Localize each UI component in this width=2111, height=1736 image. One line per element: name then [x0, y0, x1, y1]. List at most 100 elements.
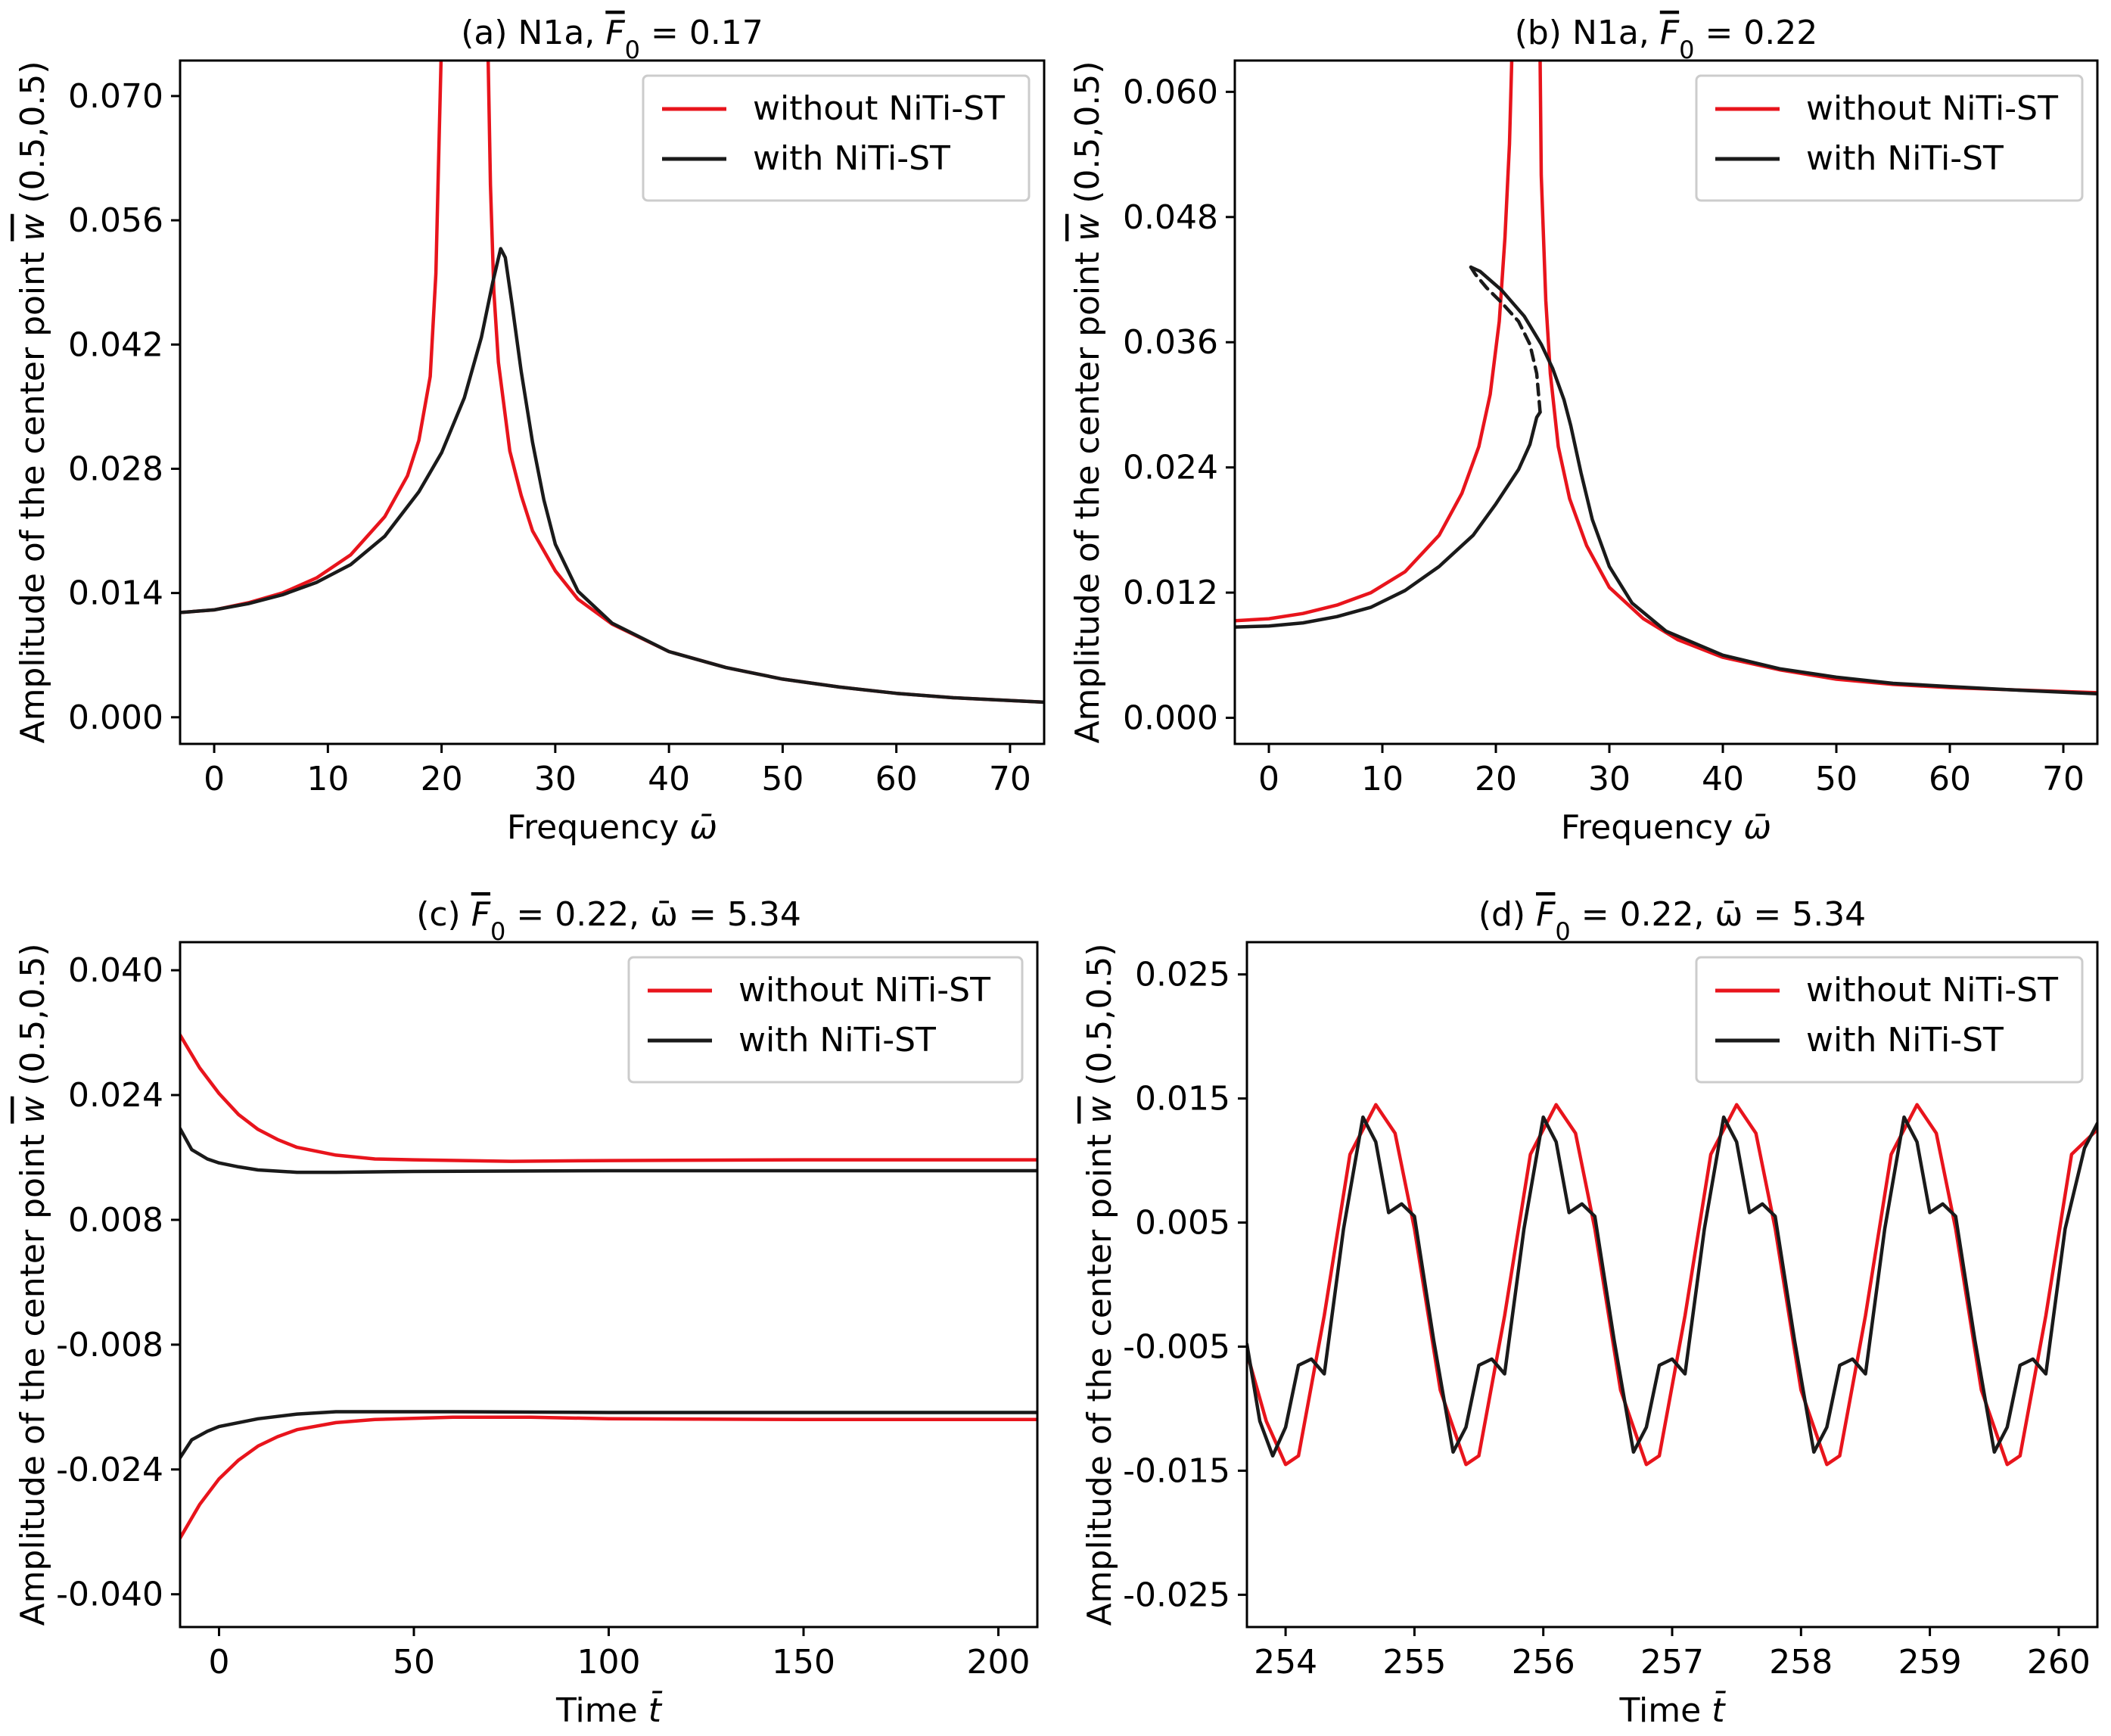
- title-sub: 0: [1679, 36, 1694, 64]
- plot-area: [180, 1033, 1037, 1540]
- y-tick-label: 0.008: [68, 1201, 163, 1240]
- x-tick-label: 260: [2027, 1643, 2091, 1682]
- legend-label-with: with NiTi-ST: [738, 1021, 936, 1059]
- x-tick-label: 255: [1382, 1643, 1446, 1682]
- series-line-with-2: [1469, 265, 2097, 696]
- y-tick-label: 0.042: [68, 325, 163, 364]
- y-axis-label: Amplitude of the center point w (0.5,0.5…: [14, 61, 52, 743]
- x-tick-label: 258: [1769, 1643, 1833, 1682]
- x-axis-label-text: Frequency: [1561, 808, 1743, 847]
- x-axis-label-text: Time: [555, 1691, 648, 1730]
- x-tick-label: 200: [967, 1643, 1031, 1682]
- y-axis-label-symbol: w: [1068, 213, 1107, 241]
- x-axis-label-text: Frequency: [507, 808, 689, 847]
- chart-panel-c: 0 50 100 150 200 -0.040 -0.024 -0.008 0.008 0.024…: [14, 895, 1039, 1730]
- y-axis-label: Amplitude of the center point w (0.5,0.5…: [1068, 61, 1107, 743]
- chart-panel-b: 0 10 20 30 40 50 60 70 0.000 0.012 0.024 0.036 0.048…: [1068, 14, 2099, 847]
- x-axis-label-symbol: ω̄: [1743, 808, 1771, 847]
- y-axis-label-suffix: (0.5,0.5): [1068, 61, 1107, 213]
- panel-title: (b) N1a, F0 = 0.22: [1515, 14, 1818, 64]
- y-tick-label: 0.015: [1135, 1080, 1230, 1118]
- chart-panel-d: 254 255 256 257 258 259 260 -0.025 -0.015 -0.005 0…: [1080, 895, 2099, 1730]
- series-line-with-0: [180, 1127, 1037, 1174]
- axes-frame: [1233, 59, 2099, 745]
- x-tick-label: 0: [209, 1643, 230, 1682]
- series-line-with-0: [1235, 410, 1542, 629]
- legend-label-without: without NiTi-ST: [1806, 89, 2058, 128]
- x-tick-label: 60: [1929, 760, 1971, 798]
- y-axis-label-text: Amplitude of the center point: [14, 241, 52, 744]
- title-param: F: [1660, 14, 1680, 52]
- y-axis-label-suffix: (0.5,0.5): [14, 943, 52, 1096]
- y-axis-label-suffix: (0.5,0.5): [1080, 943, 1119, 1096]
- y-axis-label: Amplitude of the center point w (0.5,0.5…: [1080, 943, 1119, 1626]
- y-tick-label: -0.024: [56, 1451, 163, 1489]
- legend-label-without: without NiTi-ST: [738, 971, 990, 1010]
- legend-label-with: with NiTi-ST: [1806, 139, 2004, 178]
- y-tick-label: -0.040: [56, 1576, 163, 1614]
- axes-frame: [179, 59, 1046, 745]
- series-line-with-0: [180, 247, 1044, 705]
- y-tick-label: 0.025: [1135, 956, 1230, 994]
- y-axis-label-symbol: w: [14, 213, 52, 241]
- y-tick-label: -0.025: [1123, 1576, 1230, 1614]
- y-axis-label-text: Amplitude of the center point: [1080, 1124, 1119, 1626]
- x-axis-label-symbol: t̄: [648, 1690, 663, 1730]
- legend-frame: [1695, 956, 2084, 1084]
- x-tick-label: 257: [1640, 1643, 1704, 1682]
- x-tick-label: 40: [648, 760, 690, 798]
- x-tick-label: 0: [1258, 760, 1279, 798]
- x-axis-label: Frequency ω̄: [1561, 808, 1771, 847]
- x-axis-label-symbol: t̄: [1711, 1690, 1726, 1730]
- y-tick-label: -0.008: [56, 1326, 163, 1364]
- legend: without NiTi-ST with NiTi-ST: [627, 956, 1024, 1084]
- y-axis-label-symbol: w: [1080, 1096, 1119, 1124]
- y-tick-label: 0.024: [1123, 449, 1218, 487]
- panel-title: (d) F0 = 0.22, ω̄ = 5.34: [1478, 895, 1866, 946]
- x-axis-label: Time t̄: [1619, 1690, 1727, 1730]
- legend: without NiTi-ST with NiTi-ST: [1695, 74, 2084, 202]
- x-tick-label: 70: [989, 760, 1031, 798]
- y-tick-label: 0.056: [68, 201, 163, 240]
- chart-panel-a: 0 10 20 30 40 50 60 70 0.000 0.014 0.028 0.042 0.056…: [14, 14, 1046, 847]
- y-tick-label: 0.028: [68, 450, 163, 488]
- x-tick-label: 50: [393, 1643, 435, 1682]
- x-tick-label: 256: [1512, 1643, 1575, 1682]
- legend: without NiTi-ST with NiTi-ST: [1695, 956, 2084, 1084]
- legend-label-with: with NiTi-ST: [753, 139, 950, 178]
- x-tick-label: 30: [534, 760, 577, 798]
- x-tick-label: 40: [1702, 760, 1744, 798]
- x-tick-label: 100: [577, 1643, 641, 1682]
- series-line-with-1: [1469, 265, 1542, 414]
- y-tick-label: 0.000: [1123, 699, 1218, 738]
- y-tick-label: 0.012: [1123, 574, 1218, 612]
- title-sub: 0: [625, 36, 640, 64]
- panel-title: (a) N1a, F0 = 0.17: [461, 14, 763, 64]
- y-tick-label: 0.060: [1123, 73, 1218, 111]
- x-tick-label: 30: [1588, 760, 1631, 798]
- y-tick-label: 0.048: [1123, 198, 1218, 237]
- plot-area: [180, 61, 1044, 705]
- series-line-without-0: [180, 1033, 1037, 1163]
- legend-label-without: without NiTi-ST: [1806, 971, 2058, 1010]
- y-tick-label: 0.070: [68, 77, 163, 116]
- panel-title: (c) F0 = 0.22, ω̄ = 5.34: [416, 895, 801, 946]
- x-tick-label: 50: [761, 760, 804, 798]
- x-axis-label: Frequency ω̄: [507, 808, 717, 847]
- title-param: F: [605, 14, 625, 52]
- y-tick-label: -0.015: [1123, 1451, 1230, 1490]
- series-line-with-0: [1247, 1115, 2097, 1458]
- y-axis-label-suffix: (0.5,0.5): [14, 61, 52, 213]
- legend: without NiTi-ST with NiTi-ST: [642, 74, 1031, 202]
- y-tick-label: -0.005: [1123, 1327, 1230, 1366]
- title-param: F: [471, 895, 491, 934]
- x-tick-label: 50: [1815, 760, 1858, 798]
- title-prefix: (c): [416, 895, 471, 934]
- title-param: F: [1536, 895, 1556, 934]
- legend-frame: [627, 956, 1024, 1084]
- y-axis-label: Amplitude of the center point w (0.5,0.5…: [14, 943, 52, 1626]
- y-axis-label-symbol: w: [14, 1096, 52, 1124]
- title-suffix: = 0.22: [1694, 14, 1817, 52]
- series-line-with-1: [180, 1410, 1037, 1460]
- series-line-without-0: [1247, 1103, 2097, 1467]
